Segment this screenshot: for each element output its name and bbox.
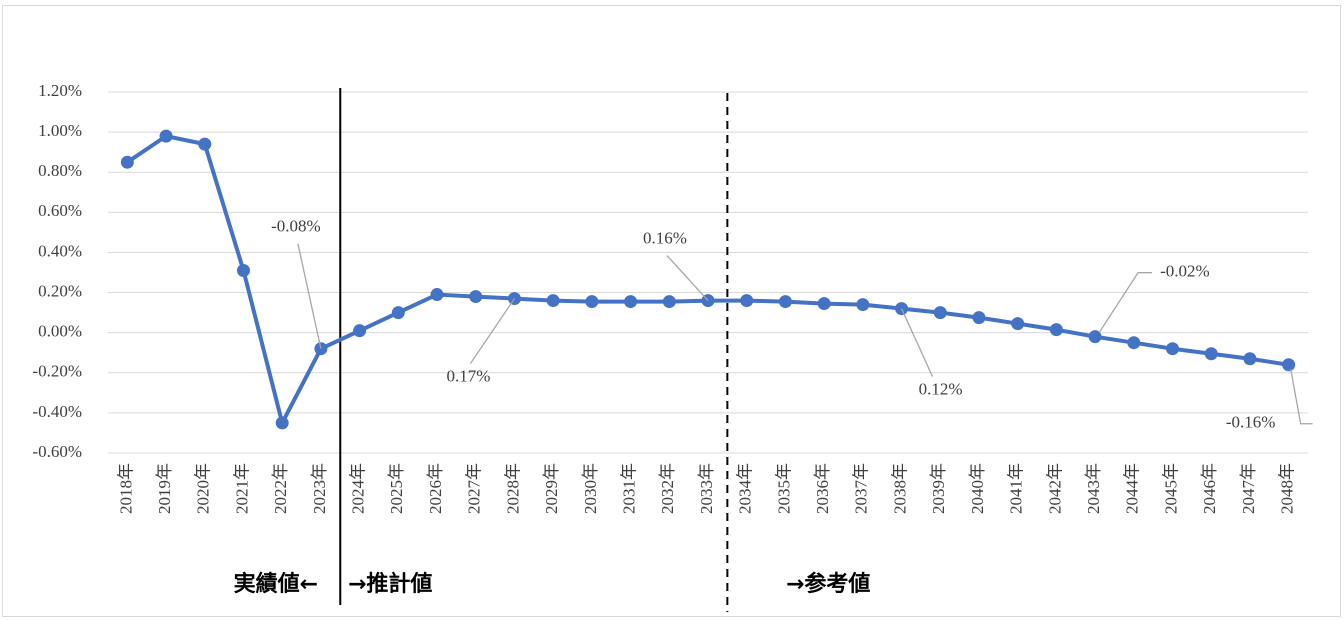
- marker: [391, 306, 405, 320]
- x-tick-label: 2029年: [542, 463, 561, 514]
- x-tick-label: 2048年: [1278, 463, 1297, 514]
- marker: [469, 290, 483, 304]
- y-tick-label: -0.40%: [32, 402, 82, 421]
- x-tick-label: 2044年: [1123, 463, 1142, 514]
- data-label: 0.12%: [919, 380, 963, 399]
- x-tick-label: 2035年: [774, 463, 793, 514]
- y-tick-label: 1.20%: [38, 81, 82, 100]
- x-tick-label: 2039年: [929, 463, 948, 514]
- marker: [933, 306, 947, 320]
- x-tick-label: 2041年: [1007, 463, 1026, 514]
- x-tick-label: 2037年: [852, 463, 871, 514]
- y-tick-label: -0.60%: [32, 442, 82, 461]
- x-tick-label: 2032年: [658, 463, 677, 514]
- x-tick-label: 2019年: [155, 463, 174, 514]
- x-tick-label: 2043年: [1084, 463, 1103, 514]
- data-label: 0.17%: [446, 366, 490, 385]
- x-tick-label: 2047年: [1239, 463, 1258, 514]
- y-tick-label: 0.20%: [38, 281, 82, 300]
- marker: [740, 294, 754, 308]
- x-tick-label: 2042年: [1045, 463, 1064, 514]
- leader-line: [900, 308, 934, 377]
- y-tick-label: 0.60%: [38, 201, 82, 220]
- marker: [585, 295, 599, 309]
- marker: [120, 155, 134, 169]
- marker: [159, 129, 173, 143]
- marker: [1088, 330, 1102, 344]
- x-tick-label: 2034年: [736, 463, 755, 514]
- leader-line: [666, 255, 709, 302]
- marker: [778, 295, 792, 309]
- marker: [972, 311, 986, 325]
- marker: [817, 297, 831, 311]
- x-tick-label: 2036年: [813, 463, 832, 514]
- chart-border: [2, 5, 1341, 617]
- x-tick-label: 2024年: [349, 463, 368, 514]
- leader-line: [1098, 272, 1153, 334]
- x-tick-label: 2023年: [310, 463, 329, 514]
- marker: [1011, 317, 1025, 331]
- marker: [275, 416, 289, 430]
- data-label: 0.16%: [643, 228, 687, 247]
- x-tick-label: 2030年: [581, 463, 600, 514]
- y-tick-label: 0.40%: [38, 241, 82, 260]
- marker: [856, 298, 870, 312]
- x-tick-label: 2038年: [890, 463, 909, 514]
- y-tick-label: 0.00%: [38, 322, 82, 341]
- annotation: 実績値←: [234, 571, 318, 597]
- marker: [1049, 323, 1063, 337]
- x-tick-label: 2018年: [116, 463, 135, 514]
- marker: [546, 294, 560, 308]
- leader-line: [297, 243, 322, 349]
- y-tick-label: 0.80%: [38, 161, 82, 180]
- leader-line: [469, 298, 515, 364]
- marker: [662, 295, 676, 309]
- y-tick-label: -0.20%: [32, 362, 82, 381]
- marker: [430, 288, 444, 302]
- x-tick-label: 2026年: [426, 463, 445, 514]
- annotation: →推計値: [348, 571, 432, 597]
- x-tick-label: 2033年: [697, 463, 716, 514]
- x-tick-label: 2020年: [194, 463, 213, 514]
- leader-line: [1290, 368, 1313, 425]
- data-label: -0.16%: [1226, 413, 1276, 432]
- x-tick-label: 2031年: [619, 463, 638, 514]
- marker: [236, 263, 250, 277]
- annotation: →参考値: [786, 571, 870, 597]
- marker: [624, 295, 638, 309]
- x-tick-label: 2040年: [968, 463, 987, 514]
- data-label: -0.08%: [271, 217, 321, 236]
- x-tick-label: 2022年: [271, 463, 290, 514]
- y-tick-label: 1.00%: [38, 121, 82, 140]
- x-tick-label: 2046年: [1200, 463, 1219, 514]
- x-tick-label: 2021年: [232, 463, 251, 514]
- marker: [1243, 352, 1257, 366]
- x-tick-label: 2025年: [387, 463, 406, 514]
- marker: [1282, 358, 1296, 372]
- marker: [353, 324, 367, 338]
- marker: [1127, 336, 1141, 350]
- marker: [1166, 342, 1180, 356]
- marker: [198, 137, 212, 151]
- data-label: -0.02%: [1160, 262, 1210, 281]
- x-tick-label: 2045年: [1161, 463, 1180, 514]
- x-tick-label: 2028年: [503, 463, 522, 514]
- x-tick-label: 2027年: [465, 463, 484, 514]
- marker: [1204, 347, 1218, 361]
